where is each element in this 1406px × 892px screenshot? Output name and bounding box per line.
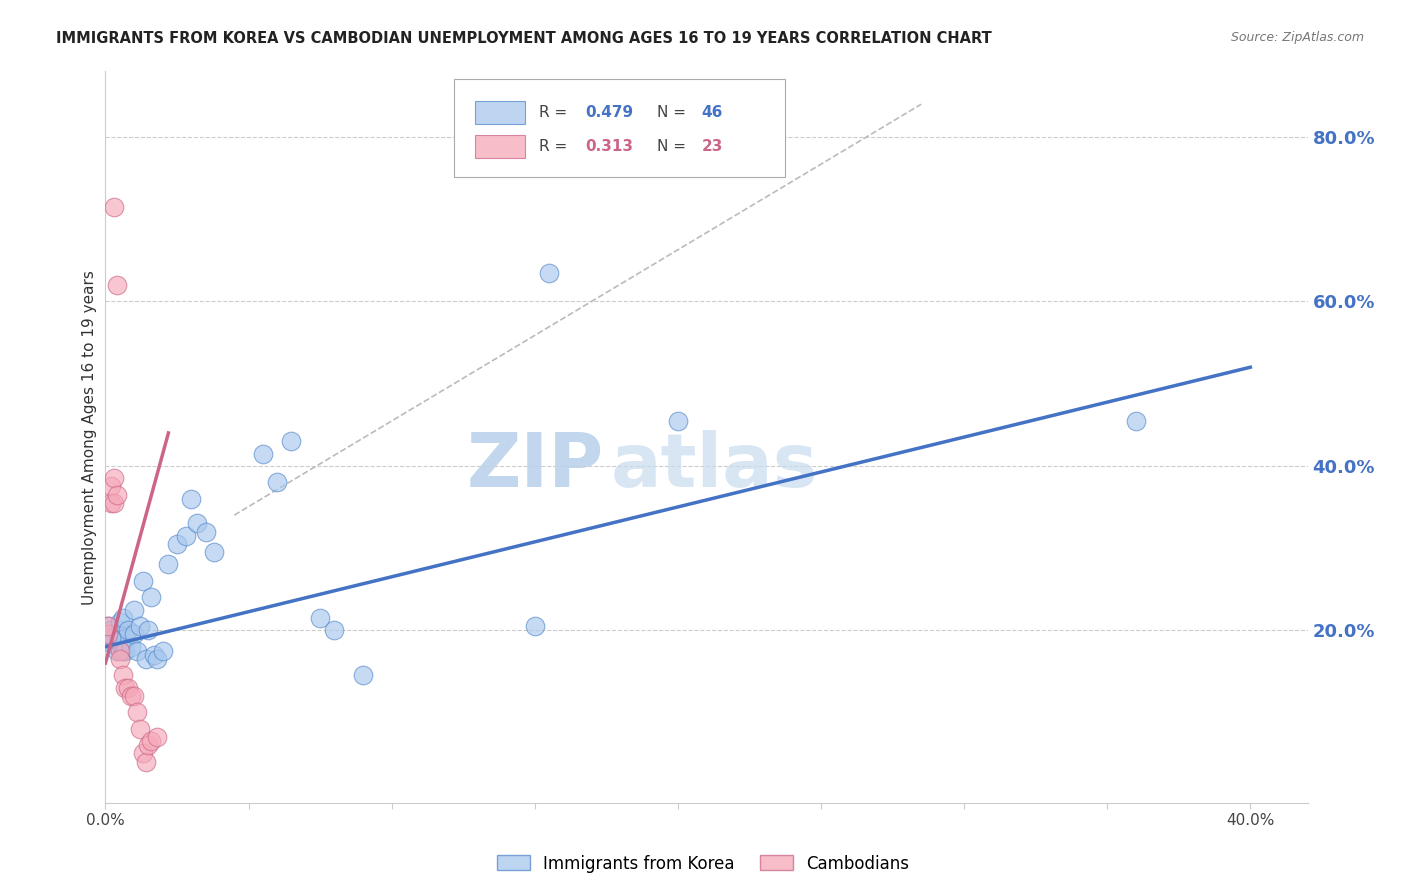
Text: Source: ZipAtlas.com: Source: ZipAtlas.com bbox=[1230, 31, 1364, 45]
Point bbox=[138, 624, 160, 638]
Text: R =: R = bbox=[540, 105, 572, 120]
Point bbox=[103, 471, 125, 485]
Point bbox=[252, 446, 274, 460]
Point bbox=[120, 689, 142, 703]
Text: R =: R = bbox=[540, 139, 572, 153]
Point bbox=[186, 516, 208, 531]
FancyBboxPatch shape bbox=[454, 78, 785, 178]
Point bbox=[122, 689, 145, 703]
Point bbox=[202, 545, 225, 559]
Point bbox=[174, 529, 197, 543]
Point bbox=[100, 496, 122, 510]
Point bbox=[180, 491, 202, 506]
Point bbox=[97, 627, 120, 641]
Point bbox=[131, 574, 153, 588]
Point bbox=[108, 635, 131, 649]
Point bbox=[105, 278, 128, 293]
Point bbox=[100, 635, 122, 649]
Point bbox=[105, 627, 128, 641]
Text: 0.313: 0.313 bbox=[585, 139, 633, 153]
Point bbox=[1125, 414, 1147, 428]
Point bbox=[194, 524, 217, 539]
Point bbox=[138, 739, 160, 753]
Point bbox=[100, 479, 122, 493]
Point bbox=[125, 706, 148, 720]
Point bbox=[117, 624, 139, 638]
Point bbox=[146, 730, 169, 744]
Point bbox=[352, 668, 374, 682]
Legend: Immigrants from Korea, Cambodians: Immigrants from Korea, Cambodians bbox=[489, 848, 917, 880]
Text: N =: N = bbox=[657, 139, 692, 153]
Point bbox=[141, 734, 163, 748]
Point bbox=[135, 755, 157, 769]
Point bbox=[125, 644, 148, 658]
Point bbox=[103, 635, 125, 649]
Point bbox=[111, 668, 134, 682]
Text: 0.479: 0.479 bbox=[585, 105, 633, 120]
Point bbox=[111, 611, 134, 625]
Text: 46: 46 bbox=[702, 105, 723, 120]
Point bbox=[152, 644, 174, 658]
Text: atlas: atlas bbox=[610, 430, 818, 503]
Point bbox=[103, 200, 125, 214]
Point bbox=[128, 619, 150, 633]
Point bbox=[111, 644, 134, 658]
Point bbox=[100, 632, 122, 646]
Text: ZIP: ZIP bbox=[467, 430, 605, 503]
Point bbox=[143, 648, 166, 662]
Bar bbox=[474, 101, 524, 124]
Point bbox=[131, 747, 153, 761]
Point bbox=[309, 611, 332, 625]
Point bbox=[122, 602, 145, 616]
Text: IMMIGRANTS FROM KOREA VS CAMBODIAN UNEMPLOYMENT AMONG AGES 16 TO 19 YEARS CORREL: IMMIGRANTS FROM KOREA VS CAMBODIAN UNEMP… bbox=[56, 31, 993, 46]
Point bbox=[105, 487, 128, 501]
Point bbox=[103, 496, 125, 510]
Point bbox=[266, 475, 288, 490]
Point bbox=[280, 434, 302, 449]
Y-axis label: Unemployment Among Ages 16 to 19 years: Unemployment Among Ages 16 to 19 years bbox=[82, 269, 97, 605]
Point bbox=[157, 558, 180, 572]
Point bbox=[146, 652, 169, 666]
Point bbox=[108, 624, 131, 638]
Point bbox=[166, 537, 188, 551]
Text: N =: N = bbox=[657, 105, 692, 120]
Bar bbox=[474, 135, 524, 158]
Point bbox=[100, 624, 122, 638]
Point bbox=[97, 627, 120, 641]
Point bbox=[323, 624, 346, 638]
Point bbox=[135, 652, 157, 666]
Point bbox=[108, 644, 131, 658]
Point bbox=[523, 619, 546, 633]
Point bbox=[97, 619, 120, 633]
Point bbox=[666, 414, 689, 428]
Point bbox=[128, 722, 150, 736]
Point bbox=[114, 681, 136, 695]
Point bbox=[108, 615, 131, 629]
Point bbox=[122, 627, 145, 641]
Point bbox=[108, 652, 131, 666]
Point bbox=[117, 681, 139, 695]
Text: 23: 23 bbox=[702, 139, 723, 153]
Point bbox=[97, 619, 120, 633]
Point bbox=[114, 632, 136, 646]
Point bbox=[120, 640, 142, 654]
Point bbox=[103, 632, 125, 646]
Point bbox=[114, 644, 136, 658]
Point bbox=[141, 591, 163, 605]
Point bbox=[105, 644, 128, 658]
Point bbox=[538, 266, 561, 280]
